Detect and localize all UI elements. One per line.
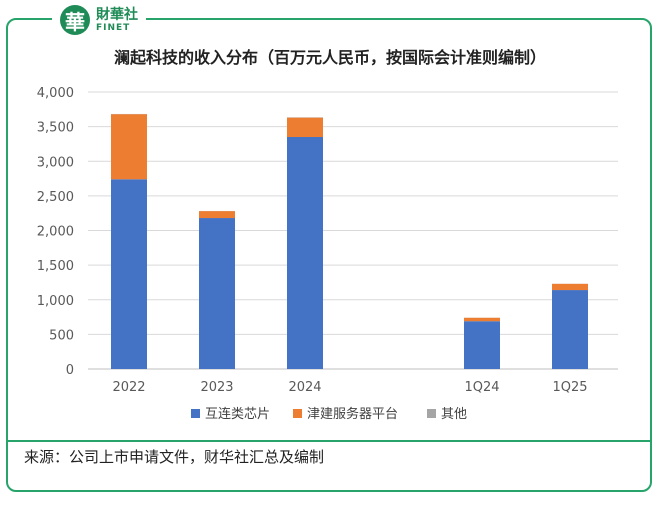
bar-segment-1 xyxy=(464,321,500,369)
brand-name-en: FINET xyxy=(96,22,131,33)
finet-logo: 華 財華社 FINET xyxy=(52,3,146,37)
bar-segment-2 xyxy=(464,317,500,322)
bar-segment-1 xyxy=(552,290,588,369)
legend-swatch xyxy=(427,409,436,418)
y-tick-label: 500 xyxy=(49,328,74,343)
legend-swatch xyxy=(293,409,302,418)
y-tick-label: 1,500 xyxy=(37,259,74,274)
legend-label: 津建服务器平台 xyxy=(307,406,398,422)
bar-segment-1 xyxy=(111,179,147,369)
y-tick-label: 3,000 xyxy=(37,155,74,170)
x-tick-label: 1Q24 xyxy=(464,380,499,395)
y-tick-label: 0 xyxy=(66,363,74,378)
legend-label: 其他 xyxy=(441,407,467,422)
bar-segment-1 xyxy=(287,137,323,369)
legend-swatch xyxy=(191,409,200,418)
y-tick-label: 2,000 xyxy=(37,225,74,240)
x-tick-label: 1Q25 xyxy=(552,380,587,395)
bar-segment-1 xyxy=(199,218,235,369)
chart-title: 澜起科技的收入分布（百万元人民币，按国际会计准则编制） xyxy=(113,48,546,67)
x-tick-label: 2022 xyxy=(112,380,145,395)
y-tick-label: 2,500 xyxy=(37,190,74,205)
source-note: 来源：公司上市申请文件，财华社汇总及编制 xyxy=(24,448,325,466)
legend-label: 互连类芯片 xyxy=(205,406,270,422)
bar-segment-2 xyxy=(111,114,147,180)
y-tick-label: 4,000 xyxy=(37,86,74,101)
y-tick-label: 1,000 xyxy=(37,294,74,309)
x-tick-label: 2023 xyxy=(200,380,233,395)
footer-divider xyxy=(8,440,650,442)
x-tick-label: 2024 xyxy=(288,380,321,395)
brand-text: 財華社 FINET xyxy=(96,8,138,33)
brand-name-cn: 財華社 xyxy=(96,6,138,23)
bar-segment-2 xyxy=(199,211,235,219)
finet-seal-icon: 華 xyxy=(60,5,90,35)
y-tick-label: 3,500 xyxy=(37,121,74,136)
chart-frame xyxy=(6,18,652,492)
bar-segment-2 xyxy=(287,117,323,138)
bar-segment-2 xyxy=(552,283,588,291)
